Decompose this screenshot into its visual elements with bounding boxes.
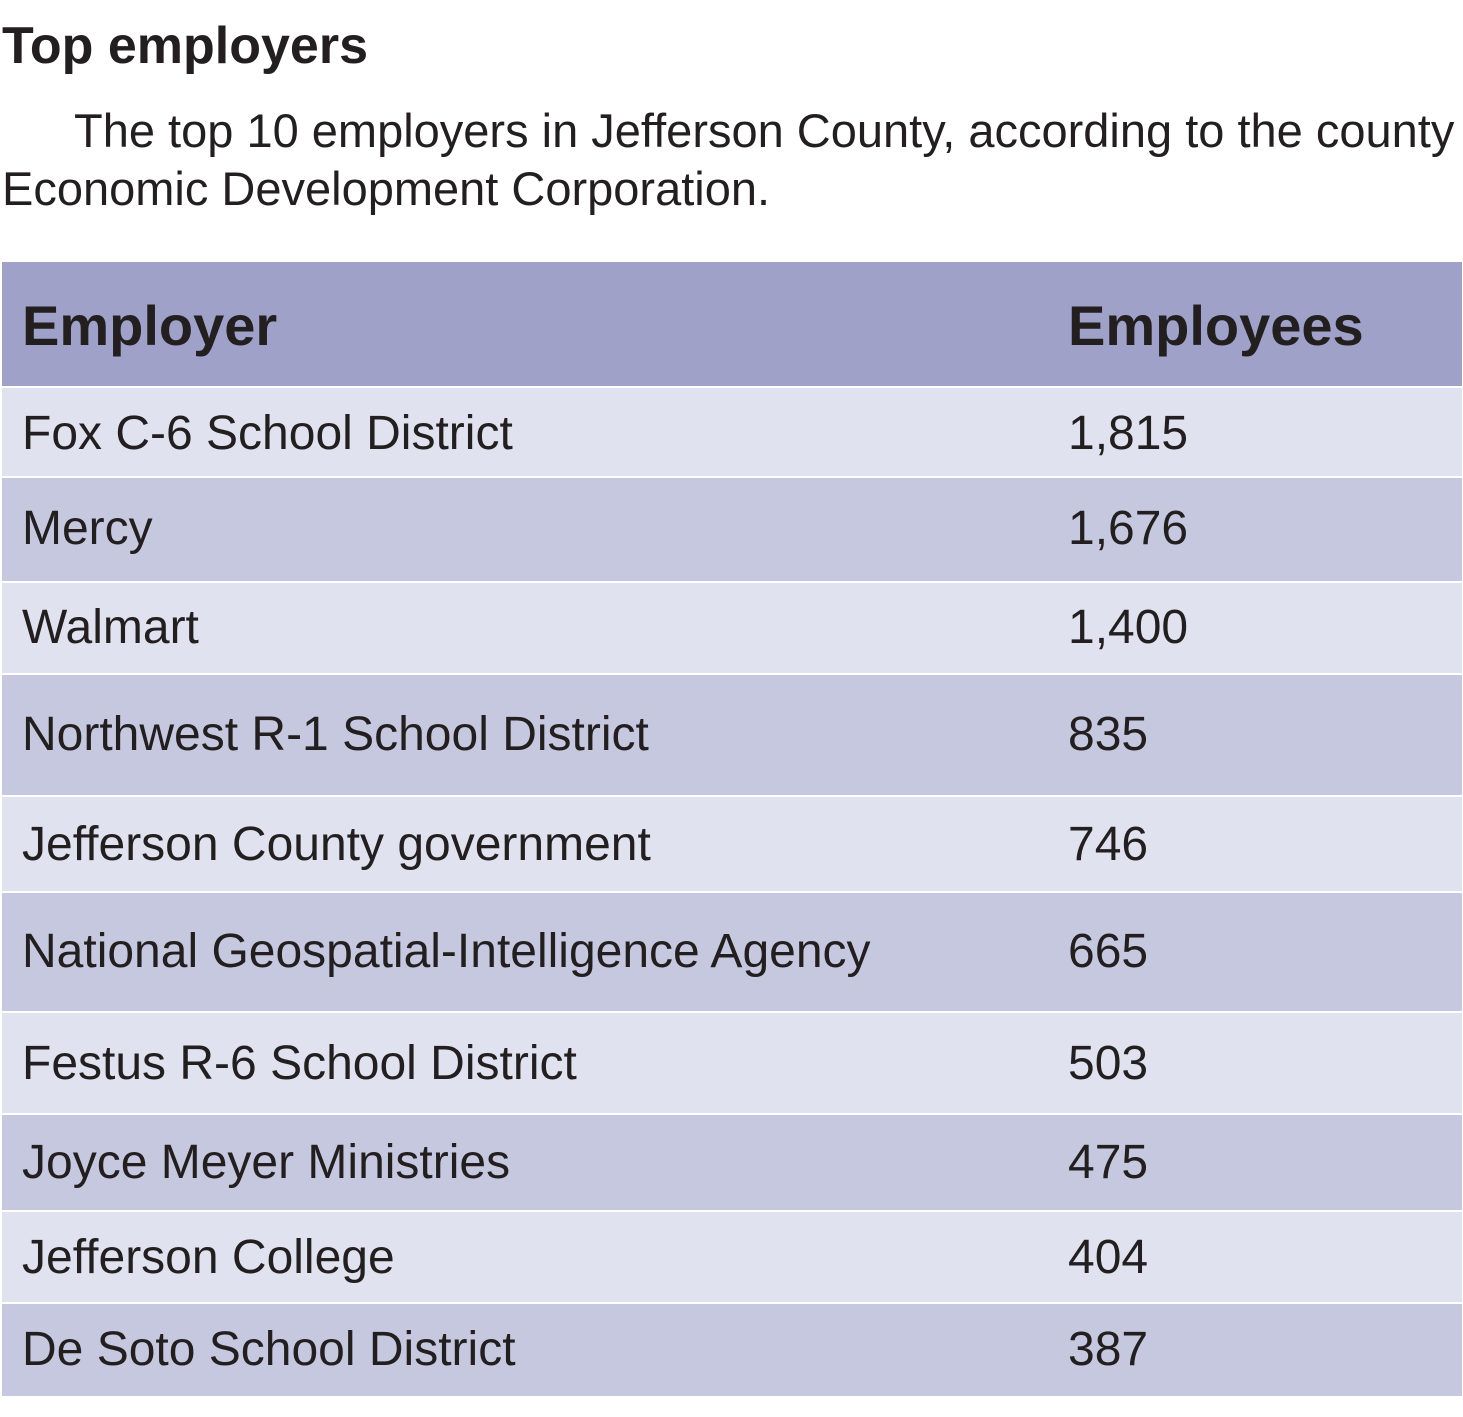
description-line-2: Economic Development Corporation. [2, 162, 771, 215]
employee-count-cell: 1,815 [1068, 407, 1189, 460]
table-row: Northwest R-1 School District 835 [2, 675, 1462, 797]
table-description: The top 10 employers in Jefferson County… [2, 102, 1463, 218]
employer-name-cell: Walmart [22, 601, 199, 654]
employee-count-cell: 665 [1068, 925, 1149, 978]
employee-count-cell: 746 [1068, 818, 1149, 871]
employer-name-cell: National Geospatial-Intelligence Agency [22, 925, 871, 978]
table-row: Fox C-6 School District 1,815 [2, 388, 1462, 478]
employer-name-cell: De Soto School District [22, 1323, 516, 1376]
table-row: Joyce Meyer Ministries 475 [2, 1115, 1462, 1212]
employer-name-cell: Festus R-6 School District [22, 1037, 577, 1090]
employee-count-cell: 1,400 [1068, 601, 1189, 654]
table-row: Jefferson County government 746 [2, 797, 1462, 893]
employer-name-cell: Joyce Meyer Ministries [22, 1136, 511, 1189]
table-row: De Soto School District 387 [2, 1304, 1462, 1396]
employer-name-cell: Northwest R-1 School District [22, 708, 649, 761]
employer-name-cell: Jefferson College [22, 1231, 395, 1284]
table-row: Festus R-6 School District 503 [2, 1013, 1462, 1115]
description-line-1: The top 10 employers in Jefferson County… [74, 104, 1455, 157]
table-row: Walmart 1,400 [2, 583, 1462, 675]
table-row: Mercy 1,676 [2, 478, 1462, 583]
employee-count-cell: 387 [1068, 1323, 1149, 1376]
employee-count-cell: 1,676 [1068, 502, 1189, 555]
employee-count-cell: 503 [1068, 1037, 1149, 1090]
employer-name-cell: Jefferson County government [22, 818, 651, 871]
employer-name-cell: Mercy [22, 502, 153, 555]
page-title: Top employers [2, 17, 369, 75]
employee-count-cell: 835 [1068, 708, 1149, 761]
employer-name-cell: Fox C-6 School District [22, 407, 513, 460]
table-header-row: Employer Employees [2, 262, 1462, 388]
employee-count-cell: 404 [1068, 1231, 1149, 1284]
employers-table: Employer Employees Fox C-6 School Distri… [2, 262, 1462, 1396]
employee-count-cell: 475 [1068, 1136, 1149, 1189]
column-header-employer: Employer [22, 294, 278, 357]
column-header-employees: Employees [1068, 294, 1364, 357]
table-row: National Geospatial-Intelligence Agency 6… [2, 893, 1462, 1013]
table-row: Jefferson College 404 [2, 1212, 1462, 1304]
